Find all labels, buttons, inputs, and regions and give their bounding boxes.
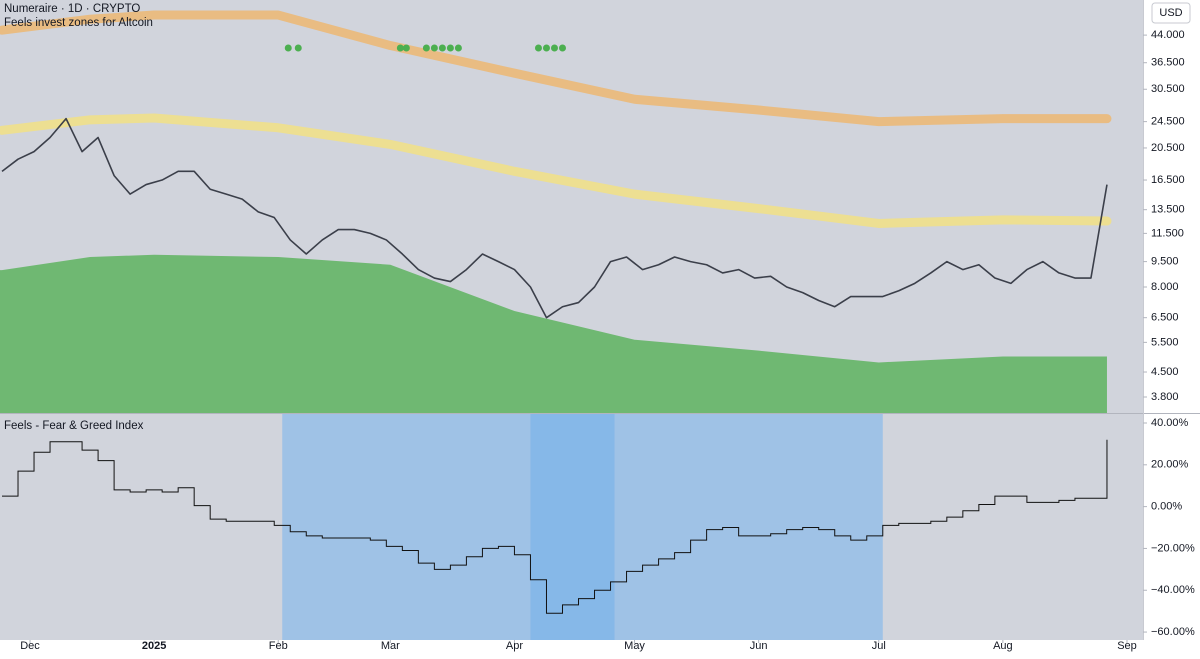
y-tick-label: −60.00% — [1151, 626, 1195, 638]
signal-dot — [534, 44, 542, 52]
signal-dot — [422, 44, 430, 52]
signal-dot — [550, 44, 558, 52]
signal-dot — [542, 44, 550, 52]
y-tick-label: 36.500 — [1151, 57, 1185, 69]
y-tick-label: 40.00% — [1151, 417, 1189, 429]
signal-dot — [454, 44, 462, 52]
y-tick-label: 24.500 — [1151, 116, 1185, 128]
y-tick-label: 44.000 — [1151, 29, 1185, 41]
chart-title: Numeraire · 1D · CRYPTO — [4, 3, 140, 15]
x-tick-label: 2025 — [142, 640, 166, 652]
signal-dot — [558, 44, 566, 52]
x-tick-label: Mar — [381, 640, 400, 652]
y-tick-label: 4.500 — [1151, 366, 1179, 378]
zone-band — [0, 10, 1112, 127]
x-tick-label: Dec — [20, 640, 40, 652]
y-tick-label: 9.500 — [1151, 256, 1179, 268]
price-axis — [1143, 0, 1200, 640]
y-tick-label: 0.00% — [1151, 501, 1182, 513]
y-tick-label: 8.000 — [1151, 281, 1179, 293]
signal-dot — [294, 44, 302, 52]
x-tick-label: Sep — [1117, 640, 1137, 652]
signal-dot — [446, 44, 454, 52]
x-tick-label: Feb — [269, 640, 288, 652]
index-title: Feels - Fear & Greed Index — [4, 420, 144, 432]
signal-dot — [430, 44, 438, 52]
zone-area — [0, 254, 1107, 413]
y-tick-label: 30.500 — [1151, 83, 1185, 95]
signal-dot — [438, 44, 446, 52]
y-tick-label: −40.00% — [1151, 584, 1195, 596]
y-tick-label: 3.800 — [1151, 391, 1179, 403]
x-tick-label: Jul — [872, 640, 886, 652]
zone — [530, 414, 615, 640]
x-tick-label: Aug — [993, 640, 1013, 652]
y-tick-label: 6.500 — [1151, 312, 1179, 324]
layer: 3.800 4.500 5.500 6.500 8.000 9.500 11.500 13.5… — [0, 10, 1195, 652]
indicator-title: Feels invest zones for Altcoin — [4, 17, 153, 29]
y-tick-label: −20.00% — [1151, 542, 1195, 554]
y-tick-label: 16.500 — [1151, 174, 1185, 186]
y-tick-label: 20.500 — [1151, 142, 1185, 154]
y-tick-label: 11.500 — [1151, 227, 1184, 239]
y-tick-label: 5.500 — [1151, 336, 1179, 348]
zone-band — [0, 113, 1112, 228]
currency-box[interactable] — [1151, 2, 1191, 24]
y-tick-label: 20.00% — [1151, 459, 1189, 471]
x-tick-label: Jun — [750, 640, 768, 652]
currency[interactable]: USD — [1159, 7, 1182, 19]
signal-dot — [402, 44, 410, 52]
price-line — [1, 117, 1108, 319]
y-tick-label: 13.500 — [1151, 204, 1185, 216]
x-tick-label: May — [624, 640, 645, 652]
index-line — [2, 439, 1108, 614]
signal-dot — [396, 44, 404, 52]
x-tick-label: Apr — [506, 640, 523, 652]
signal-dot — [284, 44, 292, 52]
